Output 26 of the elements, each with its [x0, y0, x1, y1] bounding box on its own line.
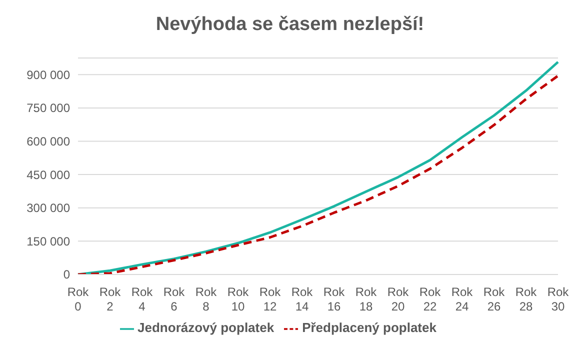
y-tick-label: 300 000: [26, 201, 70, 216]
x-tick-label: Rok 4: [131, 285, 154, 314]
x-tick-label: Rok 12: [259, 285, 282, 314]
x-tick-label: Rok 28: [515, 285, 538, 314]
x-tick-label: Rok 8: [195, 285, 218, 314]
y-tick-label: 150 000: [26, 234, 70, 248]
x-tick-label: Rok 26: [483, 285, 506, 314]
x-tick-label: Rok 22: [419, 285, 442, 314]
y-tick-label: 750 000: [26, 101, 70, 116]
y-tick-label: 0: [63, 268, 70, 282]
x-tick-label: Rok 30: [547, 285, 570, 314]
legend-label: Předplacený poplatek: [302, 320, 436, 336]
y-tick-label: 900 000: [26, 68, 70, 82]
x-tick-label: Rok 24: [451, 285, 474, 314]
x-tick-label: Rok 20: [387, 285, 410, 314]
x-tick-label: Rok 6: [163, 285, 186, 314]
x-tick-label: Rok 10: [227, 285, 250, 314]
x-tick-label: Rok 16: [323, 285, 346, 314]
legend-label: Jednorázový poplatek: [138, 320, 274, 336]
chart-title: Nevýhoda se časem nezlepší!: [154, 13, 426, 37]
x-tick-label: Rok 2: [99, 285, 122, 314]
y-tick-label: 600 000: [26, 134, 70, 149]
x-tick-label: Rok 14: [291, 285, 314, 314]
x-tick-label: Rok 0: [67, 285, 90, 314]
x-tick-label: Rok 18: [355, 285, 378, 314]
y-tick-label: 450 000: [26, 168, 70, 182]
